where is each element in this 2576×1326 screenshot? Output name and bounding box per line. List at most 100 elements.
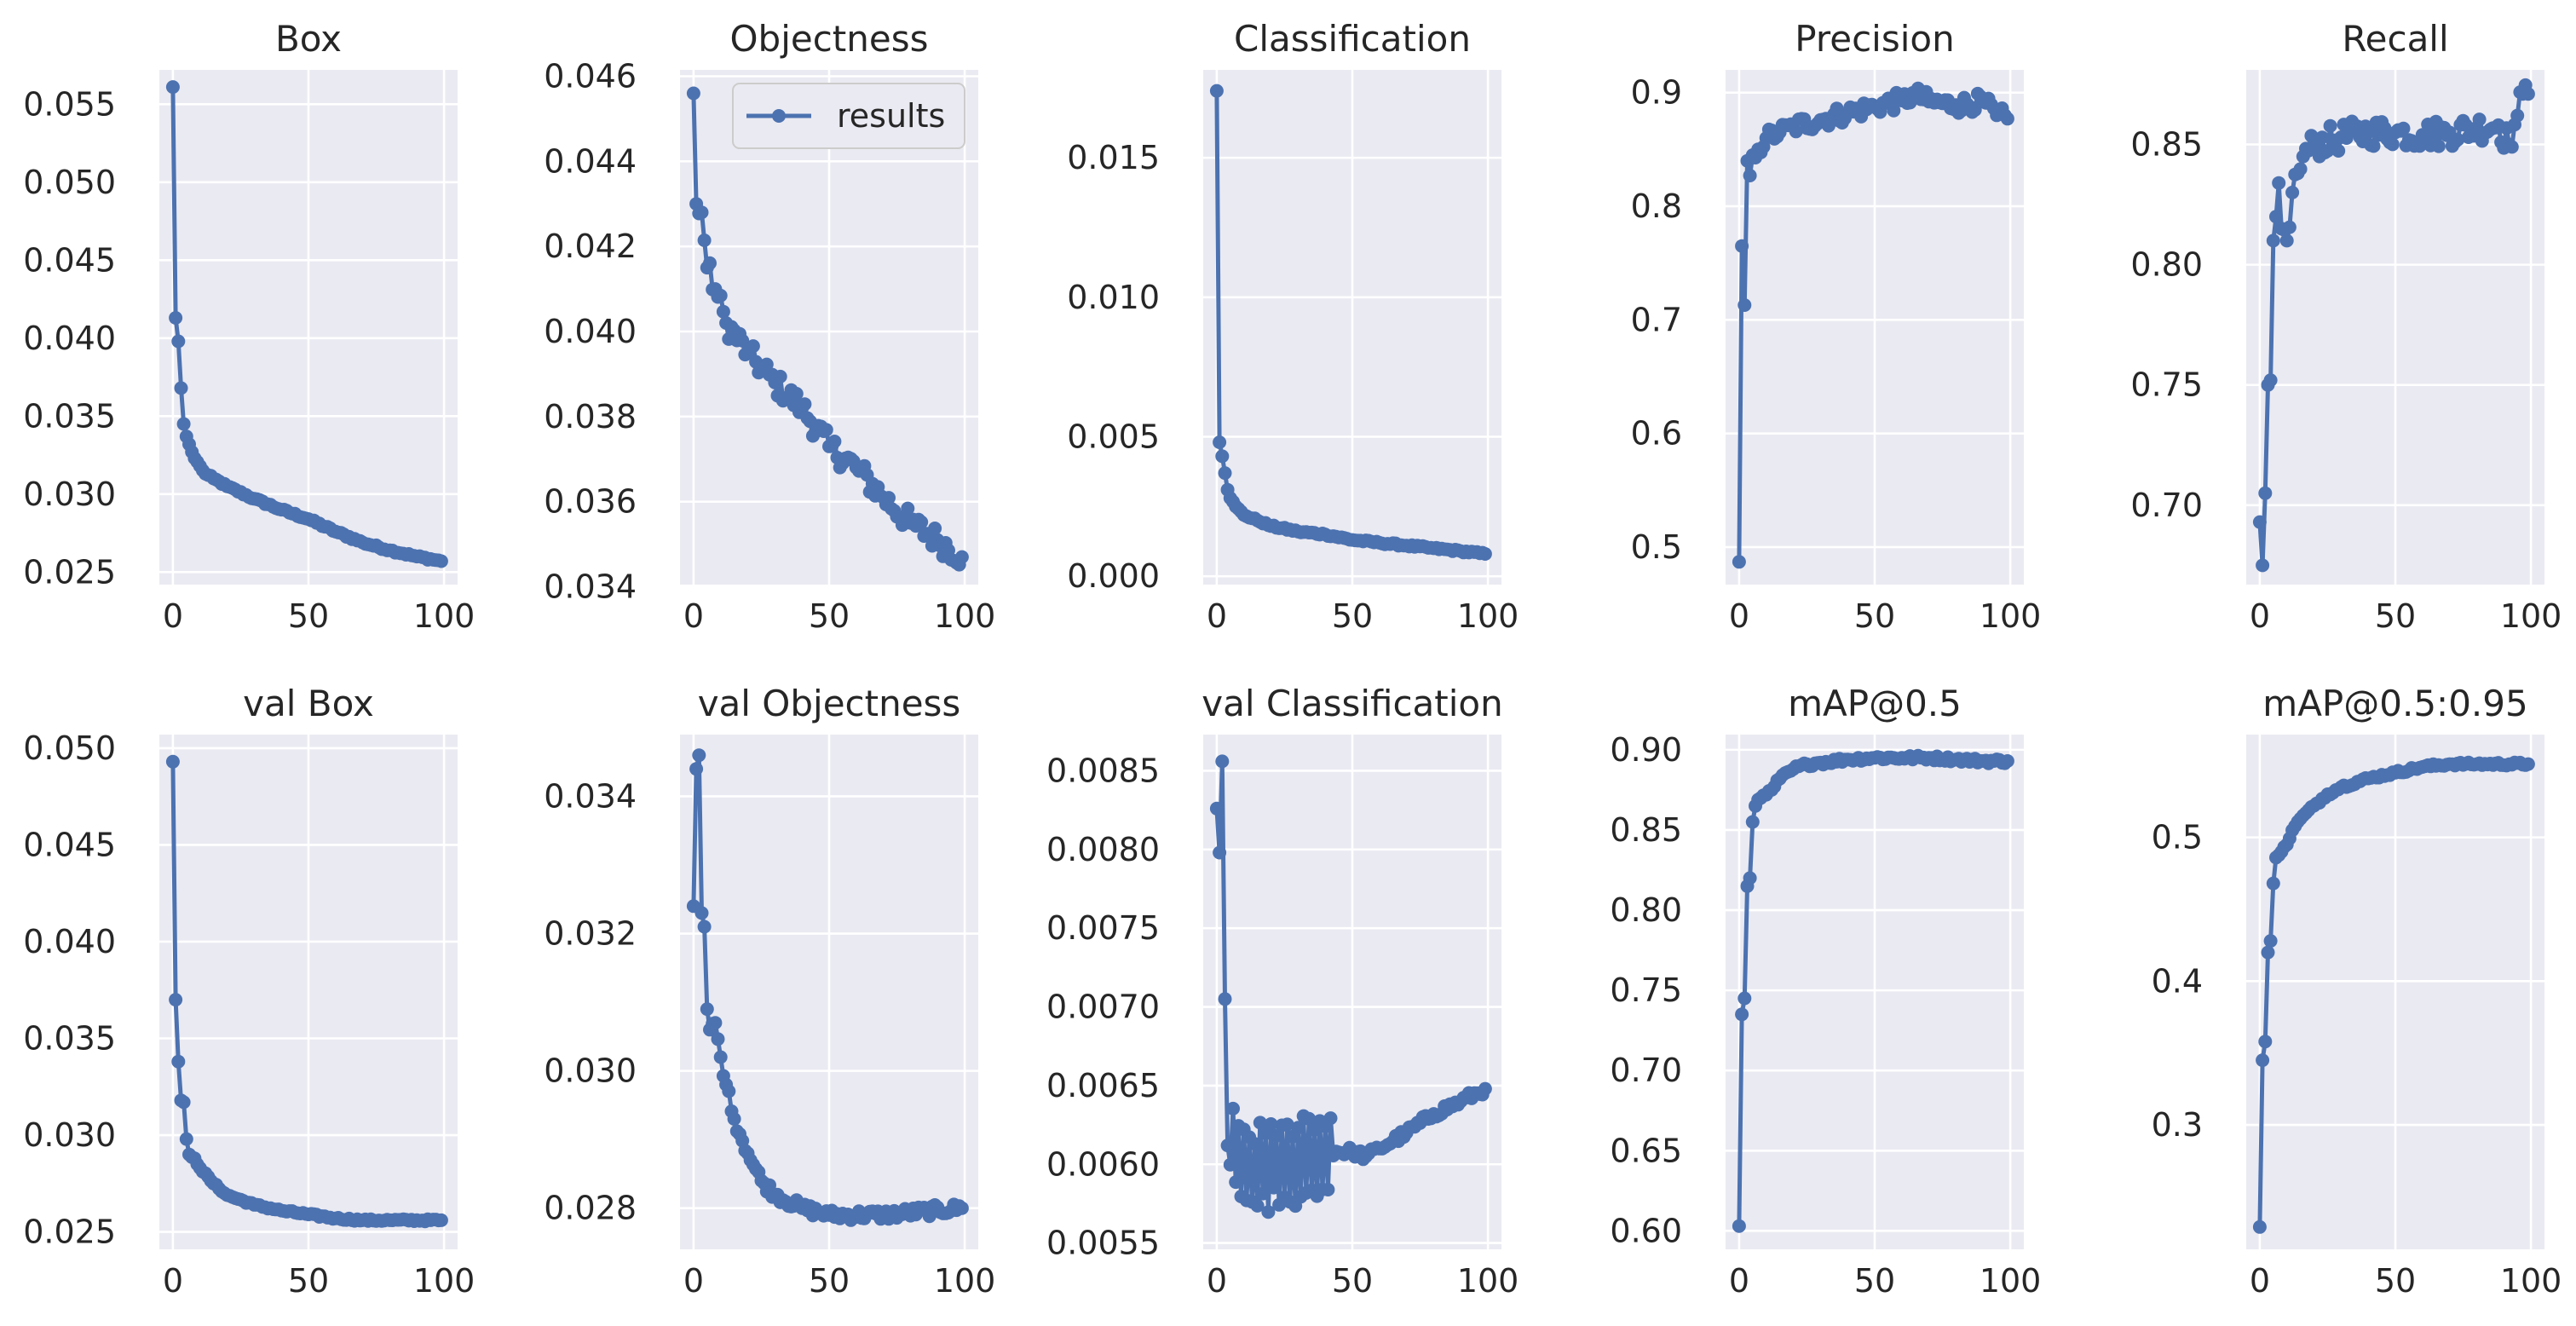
y-tick-label: 0.85 (1610, 811, 1682, 849)
data-point (914, 515, 929, 529)
data-point (2252, 1219, 2267, 1234)
x-tick-label: 100 (413, 597, 475, 635)
data-point (169, 993, 183, 1007)
data-point (1789, 124, 1803, 139)
x-tick-label: 100 (413, 1262, 475, 1300)
x-tick-label: 0 (2250, 1262, 2270, 1300)
data-point (689, 762, 704, 776)
legend-label: results (837, 97, 945, 135)
x-tick-label: 50 (1332, 1262, 1373, 1300)
y-tick-label: 0.6 (1631, 415, 1682, 453)
data-point (722, 1084, 736, 1098)
x-tick-label: 100 (1980, 597, 2042, 635)
y-tick-label: 0.3 (2152, 1106, 2203, 1144)
y-tick-label: 0.0080 (1046, 831, 1160, 868)
data-point (1253, 1116, 1267, 1130)
x-tick-label: 100 (2500, 597, 2562, 635)
x-tick-label: 50 (288, 1262, 329, 1300)
y-tick-label: 0.036 (544, 483, 637, 521)
data-point (1478, 1081, 1492, 1096)
legend-marker (772, 109, 786, 123)
y-tick-label: 0.9 (1631, 74, 1682, 112)
data-point (2521, 87, 2535, 101)
y-tick-label: 0.045 (23, 241, 116, 279)
y-tick-label: 0.5 (1631, 528, 1682, 566)
y-tick-label: 0.65 (1610, 1132, 1682, 1169)
x-tick-label: 0 (163, 1262, 183, 1300)
y-tick-label: 0.055 (23, 85, 116, 123)
x-tick-label: 0 (683, 597, 704, 635)
y-tick-label: 0.025 (23, 1214, 116, 1251)
data-point (434, 554, 448, 568)
y-tick-label: 0.035 (23, 1019, 116, 1057)
data-point (2263, 373, 2278, 388)
data-point (2258, 1035, 2273, 1049)
data-point (171, 334, 186, 349)
data-point (2256, 1053, 2270, 1068)
data-point (713, 288, 728, 303)
y-tick-label: 0.005 (1067, 418, 1160, 455)
val-box-title: val Box (243, 683, 374, 724)
data-point (2510, 108, 2525, 123)
y-tick-label: 0.0060 (1046, 1145, 1160, 1183)
y-tick-label: 0.046 (544, 57, 637, 95)
data-point (1209, 801, 1224, 816)
data-point (2361, 125, 2376, 140)
x-tick-label: 50 (809, 1262, 850, 1300)
y-tick-label: 0.8 (1631, 187, 1682, 225)
y-tick-label: 0.0085 (1046, 752, 1160, 789)
y-tick-label: 0.0055 (1046, 1225, 1160, 1262)
data-point (2285, 185, 2300, 199)
data-point (2323, 118, 2337, 133)
data-point (2331, 144, 2346, 158)
data-point (746, 339, 760, 354)
recall-title: Recall (2342, 18, 2448, 60)
data-point (708, 1016, 723, 1030)
data-point (1743, 871, 1757, 885)
data-point (2266, 876, 2280, 891)
data-point (759, 357, 774, 372)
data-point (176, 1095, 191, 1110)
box-title: Box (275, 18, 342, 60)
data-point (2272, 176, 2286, 190)
data-point (1321, 1183, 1335, 1196)
data-point (1280, 1117, 1294, 1132)
data-point (1261, 1205, 1276, 1219)
y-tick-label: 0.035 (23, 397, 116, 435)
y-tick-label: 0.0070 (1046, 989, 1160, 1026)
data-point (2266, 233, 2280, 248)
data-point (819, 423, 833, 437)
x-tick-label: 0 (2250, 597, 2270, 635)
data-point (2261, 945, 2275, 960)
x-tick-label: 100 (1980, 1262, 2042, 1300)
recall-subplot: 0 50 100 0.70 0.75 0.80 0.85 Recall (2130, 18, 2562, 635)
y-tick-label: 0.0065 (1046, 1067, 1160, 1104)
x-tick-label: 50 (1854, 597, 1895, 635)
y-tick-label: 0.0075 (1046, 909, 1160, 947)
data-point (697, 233, 712, 247)
data-point (700, 1002, 714, 1017)
data-point (694, 906, 709, 920)
data-point (1478, 547, 1492, 561)
y-tick-label: 0.032 (544, 915, 637, 953)
data-point (1248, 1137, 1262, 1151)
x-tick-label: 0 (1729, 597, 1749, 635)
precision-subplot: 0 50 100 0.5 0.6 0.7 0.8 0.9 Precision (1631, 18, 2042, 635)
x-tick-label: 100 (934, 597, 996, 635)
data-point (1218, 992, 1232, 1006)
precision-title: Precision (1795, 18, 1954, 60)
data-point (1213, 435, 1227, 449)
val-classification-title: val Classification (1202, 683, 1503, 724)
data-point (1250, 1198, 1265, 1213)
y-tick-label: 0.75 (1610, 971, 1682, 1009)
data-point (165, 80, 180, 95)
data-point (1302, 1111, 1317, 1126)
y-tick-label: 0.75 (2130, 366, 2203, 404)
data-point (697, 920, 712, 934)
y-tick-label: 0.028 (544, 1190, 637, 1227)
data-point (703, 256, 717, 270)
data-point (1226, 1101, 1240, 1116)
x-tick-label: 0 (163, 597, 183, 635)
y-tick-label: 0.030 (544, 1052, 637, 1090)
data-point (928, 522, 942, 535)
